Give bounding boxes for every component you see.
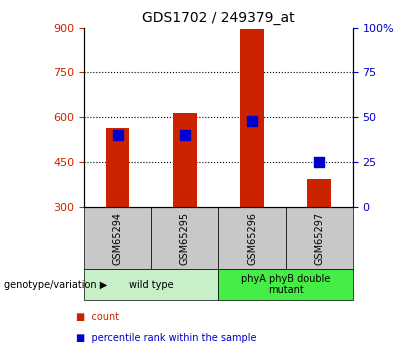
Text: ■  percentile rank within the sample: ■ percentile rank within the sample: [76, 333, 256, 343]
Bar: [151, 207, 218, 269]
Text: wild type: wild type: [129, 280, 173, 289]
Bar: [218, 207, 286, 269]
Bar: [173, 113, 197, 207]
Text: GSM65295: GSM65295: [180, 211, 190, 265]
Bar: [84, 269, 218, 300]
Text: phyA phyB double
mutant: phyA phyB double mutant: [241, 274, 330, 295]
Bar: [106, 128, 129, 207]
Bar: [84, 207, 151, 269]
Point: [181, 132, 188, 138]
Point: [316, 159, 323, 165]
Point: [114, 132, 121, 138]
Text: GSM65294: GSM65294: [113, 211, 123, 265]
Bar: [307, 179, 331, 207]
Text: GSM65297: GSM65297: [314, 211, 324, 265]
Text: genotype/variation ▶: genotype/variation ▶: [4, 280, 108, 289]
Bar: [218, 269, 353, 300]
Point: [249, 118, 255, 124]
Bar: [286, 207, 353, 269]
Text: ■  count: ■ count: [76, 313, 119, 322]
Title: GDS1702 / 249379_at: GDS1702 / 249379_at: [142, 11, 295, 25]
Bar: [240, 29, 264, 207]
Text: GSM65296: GSM65296: [247, 211, 257, 265]
